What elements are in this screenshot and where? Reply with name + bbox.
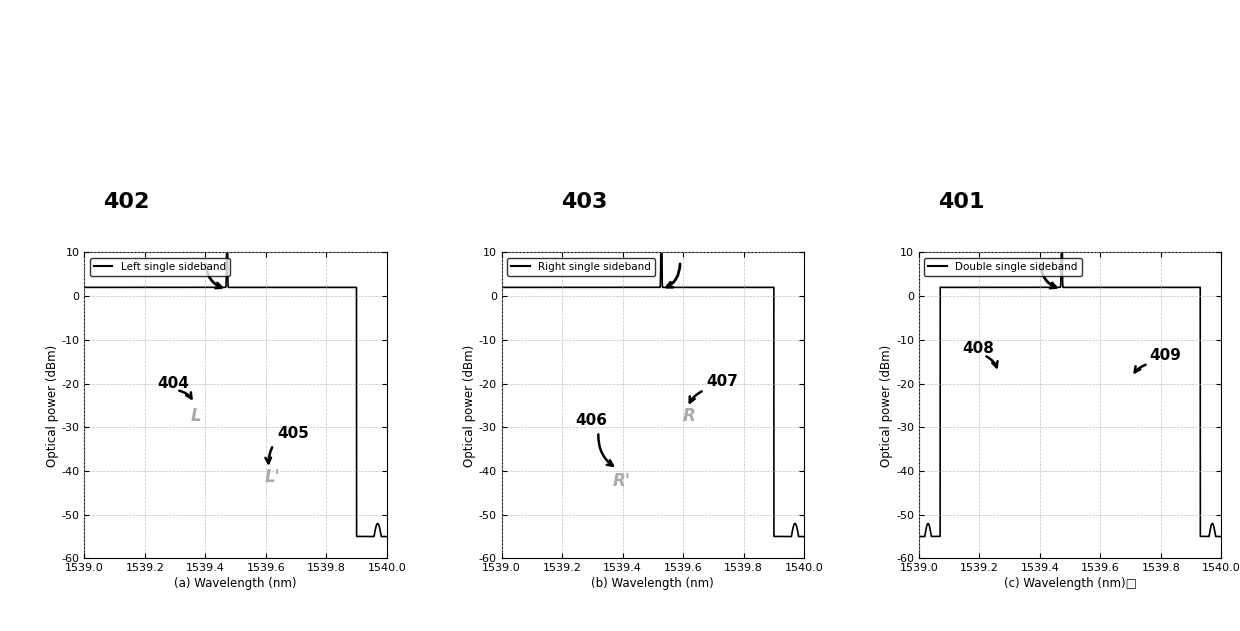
- Y-axis label: Optical power (dBm): Optical power (dBm): [46, 345, 58, 466]
- X-axis label: (c) Wavelength (nm)□: (c) Wavelength (nm)□: [1004, 577, 1137, 591]
- Text: 407: 407: [707, 374, 739, 389]
- Legend: Left single sideband: Left single sideband: [89, 257, 231, 276]
- Text: 401: 401: [937, 192, 985, 212]
- Text: 406: 406: [575, 413, 606, 428]
- Text: R': R': [613, 472, 631, 490]
- Y-axis label: Optical power (dBm): Optical power (dBm): [880, 345, 893, 466]
- Text: R: R: [682, 407, 696, 425]
- Text: 408: 408: [962, 341, 994, 356]
- Text: L': L': [264, 468, 280, 486]
- Text: 403: 403: [562, 192, 608, 212]
- Text: 405: 405: [278, 426, 309, 441]
- Legend: Right single sideband: Right single sideband: [507, 257, 655, 276]
- X-axis label: (b) Wavelength (nm): (b) Wavelength (nm): [591, 577, 714, 591]
- X-axis label: (a) Wavelength (nm): (a) Wavelength (nm): [175, 577, 296, 591]
- Text: 409: 409: [1149, 348, 1182, 363]
- Text: L: L: [191, 407, 201, 425]
- Text: 402: 402: [103, 192, 149, 212]
- Text: 404: 404: [157, 376, 190, 391]
- Y-axis label: Optical power (dBm): Optical power (dBm): [463, 345, 476, 466]
- Legend: Double single sideband: Double single sideband: [924, 257, 1083, 276]
